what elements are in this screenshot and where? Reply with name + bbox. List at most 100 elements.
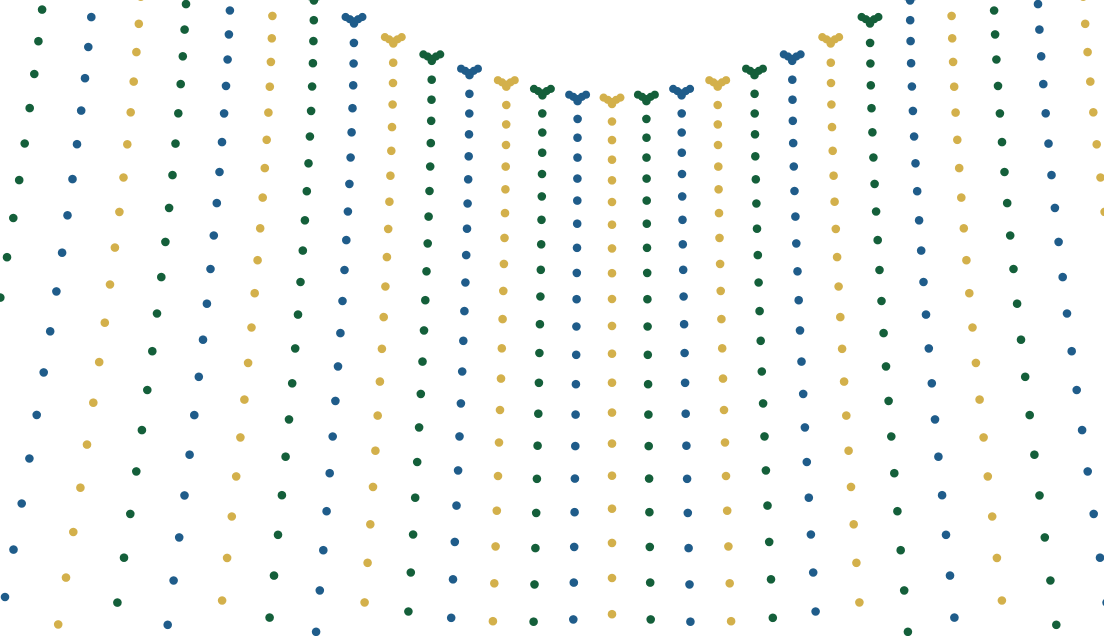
mesh-dot	[426, 138, 436, 148]
mesh-dot	[17, 499, 27, 508]
mesh-dot	[1054, 237, 1063, 247]
mesh-dot	[209, 231, 219, 240]
mesh-dot	[983, 472, 993, 481]
mesh-dot	[306, 106, 316, 116]
mesh-dot	[2, 252, 12, 262]
mesh-dot	[457, 367, 467, 376]
mesh-dot	[835, 33, 844, 42]
mesh-dot	[492, 506, 502, 515]
mesh-dot	[465, 89, 474, 99]
mesh-dot	[957, 193, 966, 202]
mesh-dot	[763, 501, 772, 510]
mesh-dot	[373, 411, 383, 420]
mesh-dot	[846, 482, 856, 492]
mesh-dot	[607, 504, 617, 513]
mesh-dot	[459, 336, 468, 346]
mesh-dot	[830, 197, 839, 206]
mesh-dot	[644, 410, 653, 419]
mesh-dot	[221, 81, 231, 91]
mesh-dot	[877, 296, 886, 306]
mesh-dot	[465, 109, 474, 118]
mesh-dot	[607, 197, 617, 207]
mesh-dot	[105, 280, 115, 289]
mesh-dot	[537, 169, 547, 179]
mesh-dot	[163, 620, 172, 630]
mesh-dot	[1047, 170, 1056, 180]
mesh-dot	[570, 474, 580, 483]
mesh-dot	[171, 139, 180, 148]
mesh-dot	[531, 543, 540, 553]
mesh-dot	[148, 346, 157, 356]
mesh-dot	[906, 58, 916, 68]
mesh-dot	[168, 170, 177, 180]
mesh-dot	[308, 58, 318, 68]
mesh-dot	[907, 82, 917, 91]
mesh-dot	[717, 314, 726, 324]
mesh-dot	[494, 438, 504, 447]
mesh-dot	[1086, 77, 1095, 86]
mesh-dot	[138, 0, 144, 1]
mesh-dot	[202, 299, 212, 309]
mesh-dot	[436, 50, 445, 59]
mesh-dot	[832, 252, 842, 262]
mesh-dot	[347, 128, 356, 137]
mesh-dot	[1012, 299, 1022, 309]
mesh-dot	[607, 135, 617, 145]
mesh-dot	[499, 259, 509, 269]
mesh-dot	[607, 471, 617, 481]
mesh-dot	[569, 578, 579, 587]
mesh-dot	[571, 410, 580, 419]
mesh-dot	[643, 350, 653, 360]
mesh-dot	[684, 543, 693, 553]
mesh-dot	[569, 615, 578, 624]
mesh-dot	[224, 30, 234, 39]
mesh-dot	[834, 282, 843, 291]
mesh-dot	[348, 81, 358, 90]
mesh-dot	[680, 348, 689, 358]
mesh-dot	[1009, 264, 1018, 274]
mesh-dot	[76, 106, 86, 115]
mesh-dot	[284, 415, 294, 424]
mesh-dot	[309, 36, 318, 46]
mesh-dot	[644, 441, 653, 451]
mesh-dot	[328, 432, 338, 441]
mesh-dot	[501, 140, 511, 150]
mesh-dot	[569, 542, 579, 552]
mesh-dot	[501, 185, 510, 194]
mesh-dot	[720, 438, 730, 447]
mesh-dot	[852, 558, 861, 568]
mesh-dot	[379, 312, 389, 322]
mesh-dot	[849, 520, 858, 529]
mesh-dot	[94, 357, 104, 367]
mesh-dot	[1000, 167, 1009, 177]
mesh-dot	[427, 95, 436, 104]
mesh-dot	[844, 446, 853, 456]
mesh-dot	[178, 52, 188, 61]
mesh-dot	[69, 527, 78, 537]
mesh-dot	[1002, 198, 1012, 208]
mesh-dot	[725, 579, 734, 588]
mesh-dot	[607, 573, 617, 583]
mesh-dot	[497, 344, 507, 353]
mesh-dot	[537, 192, 547, 201]
mesh-dot	[500, 208, 510, 218]
mesh-dot	[132, 467, 141, 476]
mesh-dot	[174, 533, 184, 542]
mesh-dot	[425, 162, 435, 171]
mesh-dot	[679, 319, 689, 329]
mesh-dot	[9, 545, 18, 554]
mesh-dot	[349, 59, 358, 68]
mesh-dot	[345, 179, 354, 189]
mesh-dot	[911, 159, 920, 168]
mesh-dot	[499, 286, 508, 296]
mesh-dot	[906, 0, 914, 3]
mesh-dot	[1046, 576, 1055, 585]
mesh-dot	[905, 15, 915, 25]
mesh-dot	[537, 215, 546, 225]
mesh-dot	[1100, 207, 1104, 217]
mesh-dot	[408, 530, 418, 539]
mesh-dot	[534, 378, 544, 388]
mesh-dot	[1044, 139, 1053, 148]
mesh-dot	[30, 69, 39, 79]
mesh-dot	[269, 571, 279, 580]
